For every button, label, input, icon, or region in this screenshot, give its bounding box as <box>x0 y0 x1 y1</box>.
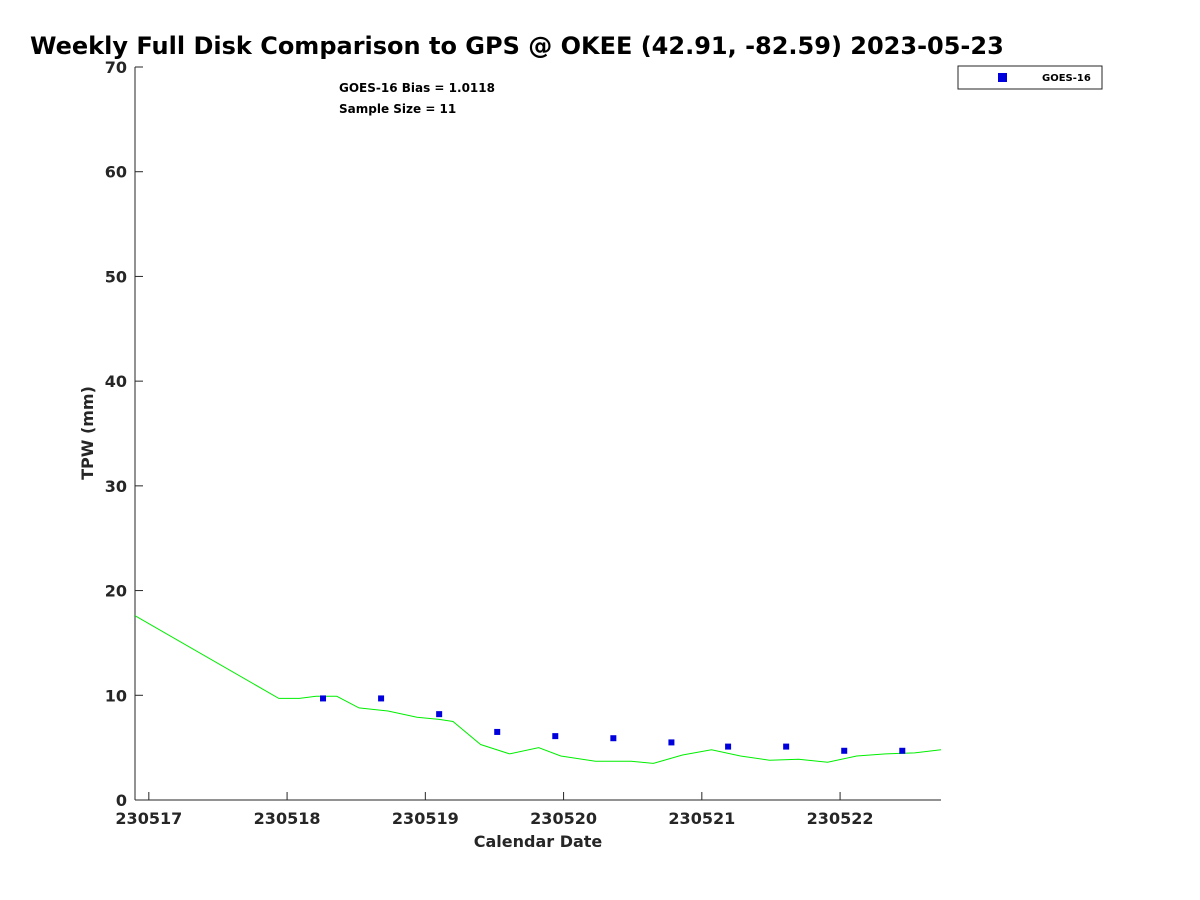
goes16-point <box>668 739 675 746</box>
y-tick-label: 10 <box>105 686 127 705</box>
sample-size-annotation: Sample Size = 11 <box>339 102 456 116</box>
y-tick-label: 60 <box>105 163 127 182</box>
goes16-point <box>378 695 385 702</box>
y-axis-label: TPW (mm) <box>78 386 97 480</box>
bias-annotation: GOES-16 Bias = 1.0118 <box>339 81 495 95</box>
y-tick-label: 50 <box>105 267 127 286</box>
goes16-point <box>320 695 327 702</box>
goes16-point <box>436 711 443 718</box>
goes16-point <box>783 743 790 750</box>
y-tick-label: 70 <box>105 58 127 77</box>
x-tick-label: 230522 <box>807 809 874 828</box>
x-tick-label: 230519 <box>392 809 459 828</box>
legend-marker-goes16 <box>998 73 1007 82</box>
legend-box <box>957 65 1103 90</box>
legend: GOES-16 <box>957 65 1103 90</box>
x-ticks: 230517 230518 230519 230520 230521 230522 <box>115 792 873 828</box>
gps-line <box>134 615 942 764</box>
y-tick-label: 0 <box>116 791 127 810</box>
y-tick-label: 30 <box>105 477 127 496</box>
goes16-point <box>899 747 906 754</box>
goes16-point <box>725 743 732 750</box>
y-ticks: 0 10 20 30 40 50 60 70 <box>105 58 143 810</box>
x-tick-label: 230521 <box>668 809 735 828</box>
legend-label-goes16: GOES-16 <box>1042 73 1091 84</box>
y-tick-label: 40 <box>105 372 127 391</box>
x-tick-label: 230520 <box>530 809 597 828</box>
chart-title: Weekly Full Disk Comparison to GPS @ OKE… <box>30 32 1004 60</box>
x-tick-label: 230517 <box>115 809 182 828</box>
goes16-point <box>610 735 617 742</box>
gps-line-series <box>134 615 942 764</box>
y-tick-label: 20 <box>105 582 127 601</box>
plot-area <box>134 67 941 801</box>
x-tick-label: 230518 <box>254 809 321 828</box>
goes16-marker-series <box>320 695 906 754</box>
goes16-point <box>494 728 501 735</box>
x-axis-label: Calendar Date <box>474 832 603 851</box>
goes16-point <box>552 733 559 740</box>
goes16-point <box>841 747 848 754</box>
